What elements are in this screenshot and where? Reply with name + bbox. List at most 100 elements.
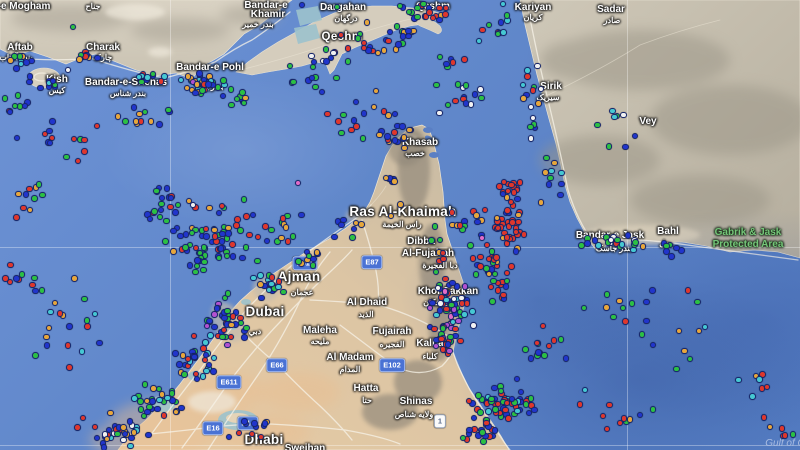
vessel-marker[interactable] — [675, 327, 683, 335]
vessel-marker[interactable] — [422, 13, 430, 20]
vessel-marker[interactable] — [457, 337, 464, 345]
vessel-marker[interactable] — [18, 271, 26, 278]
vessel-marker[interactable] — [429, 14, 437, 22]
vessel-marker[interactable] — [466, 426, 473, 434]
vessel-marker[interactable] — [503, 12, 511, 19]
vessel-marker[interactable] — [539, 322, 546, 330]
vessel-marker[interactable] — [624, 232, 632, 239]
vessel-marker[interactable] — [520, 231, 528, 238]
vessel-marker[interactable] — [477, 253, 484, 261]
vessel-marker[interactable] — [268, 280, 275, 288]
vessel-marker[interactable] — [93, 434, 101, 442]
vessel-marker[interactable] — [15, 190, 22, 198]
vessel-marker[interactable] — [182, 244, 189, 251]
vessel-marker[interactable] — [448, 209, 456, 216]
vessel-marker[interactable] — [527, 355, 535, 362]
vessel-marker[interactable] — [350, 225, 358, 233]
vessel-marker[interactable] — [158, 194, 166, 202]
vessel-marker[interactable] — [508, 181, 515, 189]
vessel-marker[interactable] — [218, 238, 226, 245]
vessel-marker[interactable] — [449, 59, 457, 66]
vessel-marker[interactable] — [224, 341, 231, 349]
vessel-marker[interactable] — [442, 4, 450, 12]
vessel-marker[interactable] — [93, 122, 101, 130]
vessel-marker[interactable] — [225, 433, 233, 441]
vessel-marker[interactable] — [78, 348, 86, 355]
vessel-marker[interactable] — [35, 181, 43, 188]
vessel-marker[interactable] — [399, 33, 407, 40]
vessel-marker[interactable] — [84, 323, 91, 330]
vessel-marker[interactable] — [558, 169, 565, 177]
vessel-marker[interactable] — [443, 305, 450, 313]
vessel-marker[interactable] — [193, 81, 201, 88]
vessel-marker[interactable] — [474, 218, 481, 226]
vessel-marker[interactable] — [701, 323, 709, 331]
vessel-marker[interactable] — [477, 409, 484, 416]
vessel-marker[interactable] — [43, 342, 51, 349]
vessel-marker[interactable] — [66, 323, 73, 330]
vessel-marker[interactable] — [533, 339, 541, 346]
vessel-marker[interactable] — [439, 346, 447, 353]
vessel-marker[interactable] — [201, 258, 208, 266]
vessel-marker[interactable] — [500, 178, 508, 186]
vessel-marker[interactable] — [352, 98, 360, 106]
vessel-marker[interactable] — [340, 111, 347, 119]
vessel-marker[interactable] — [284, 238, 292, 245]
vessel-marker[interactable] — [6, 108, 14, 116]
vessel-marker[interactable] — [620, 111, 627, 119]
vessel-marker[interactable] — [431, 223, 439, 230]
vessel-marker[interactable] — [215, 209, 223, 217]
vessel-marker[interactable] — [6, 278, 14, 286]
vessel-marker[interactable] — [380, 108, 388, 115]
vessel-marker[interactable] — [218, 202, 226, 210]
vessel-marker[interactable] — [172, 350, 179, 357]
vessel-marker[interactable] — [405, 27, 412, 35]
vessel-marker[interactable] — [45, 324, 53, 332]
vessel-marker[interactable] — [527, 103, 534, 111]
vessel-marker[interactable] — [781, 432, 789, 439]
vessel-marker[interactable] — [358, 221, 365, 228]
vessel-marker[interactable] — [348, 126, 355, 134]
vessel-marker[interactable] — [778, 425, 786, 432]
vessel-marker[interactable] — [241, 334, 248, 341]
vessel-marker[interactable] — [439, 325, 447, 332]
vessel-marker[interactable] — [263, 237, 271, 245]
vessel-marker[interactable] — [184, 73, 192, 80]
vessel-marker[interactable] — [488, 248, 496, 255]
vessel-marker[interactable] — [333, 74, 340, 82]
vessel-marker[interactable] — [26, 185, 33, 193]
vessel-marker[interactable] — [622, 318, 629, 325]
vessel-marker[interactable] — [452, 325, 459, 333]
vessel-marker[interactable] — [156, 396, 163, 404]
vessel-marker[interactable] — [249, 211, 257, 219]
vessel-marker[interactable] — [529, 87, 537, 94]
vessel-marker[interactable] — [170, 248, 177, 255]
vessel-marker[interactable] — [63, 153, 70, 161]
vessel-marker[interactable] — [168, 390, 176, 397]
vessel-marker[interactable] — [735, 376, 742, 384]
vessel-marker[interactable] — [251, 420, 258, 427]
vessel-marker[interactable] — [38, 287, 46, 294]
vessel-marker[interactable] — [512, 228, 520, 236]
vessel-marker[interactable] — [508, 395, 516, 403]
vessel-marker[interactable] — [192, 268, 199, 276]
vessel-marker[interactable] — [189, 201, 196, 208]
vessel-marker[interactable] — [580, 304, 588, 312]
vessel-marker[interactable] — [172, 209, 179, 216]
vessel-marker[interactable] — [397, 201, 404, 208]
vessel-marker[interactable] — [223, 252, 231, 260]
vessel-marker[interactable] — [163, 217, 170, 225]
vessel-marker[interactable] — [632, 239, 639, 246]
vessel-marker[interactable] — [503, 194, 511, 201]
vessel-marker[interactable] — [344, 58, 352, 65]
vessel-marker[interactable] — [335, 118, 342, 125]
vessel-marker[interactable] — [436, 236, 443, 244]
vessel-marker[interactable] — [374, 49, 382, 57]
vessel-marker[interactable] — [237, 227, 244, 234]
vessel-marker[interactable] — [174, 201, 182, 209]
vessel-marker[interactable] — [313, 249, 321, 256]
vessel-marker[interactable] — [485, 408, 492, 415]
vessel-marker[interactable] — [391, 137, 399, 144]
vessel-marker[interactable] — [242, 94, 249, 102]
vessel-marker[interactable] — [268, 274, 276, 281]
